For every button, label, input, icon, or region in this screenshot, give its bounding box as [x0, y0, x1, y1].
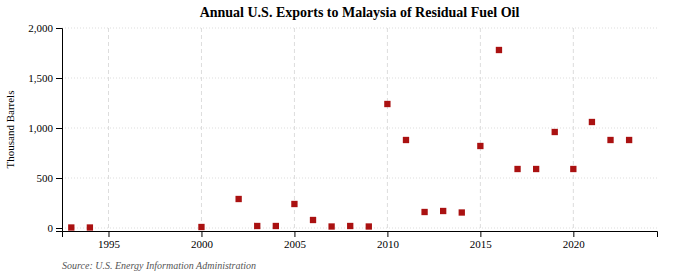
point	[328, 223, 334, 229]
point	[533, 166, 539, 172]
point	[421, 209, 427, 215]
points	[68, 47, 632, 231]
y-tick-mark	[56, 228, 62, 229]
y-axis: 0 500 1,000 1,500 2,000	[28, 22, 62, 234]
point	[87, 224, 93, 230]
x-tick: 2005	[284, 231, 307, 250]
point	[496, 47, 502, 53]
point	[68, 224, 74, 230]
x-grid-line	[108, 28, 109, 231]
x-tick-mark	[387, 231, 388, 237]
y-tick-mark	[56, 128, 62, 129]
y-tick-mark	[56, 178, 62, 179]
point	[310, 217, 316, 223]
y-tick-label: 1,000	[28, 122, 53, 134]
point	[347, 223, 353, 229]
point	[291, 201, 297, 207]
x-tick-label: 2010	[377, 238, 400, 250]
x-tick: 1995	[98, 231, 121, 250]
y-grid-line	[62, 78, 657, 79]
y-axis-line	[56, 29, 63, 232]
x-tick-label: 2005	[284, 238, 307, 250]
y-tick-label: 1,500	[28, 72, 53, 84]
point	[459, 209, 465, 215]
point	[254, 223, 260, 229]
y-tick: 0	[48, 222, 63, 234]
x-tick-label: 2015	[470, 238, 493, 250]
y-tick: 1,500	[28, 72, 62, 84]
y-tick: 2,000	[28, 22, 62, 34]
point	[514, 166, 520, 172]
y-tick-mark	[56, 28, 62, 29]
title: Annual U.S. Exports to Malaysia of Resid…	[200, 5, 520, 20]
x-tick-mark	[294, 231, 295, 237]
y-grid-line	[62, 178, 657, 179]
x-grid-line	[480, 28, 481, 231]
x-tick-label: 1995	[98, 238, 121, 250]
point	[403, 137, 409, 143]
y-grid-line	[62, 228, 657, 229]
point	[366, 223, 372, 229]
y-tick: 500	[37, 172, 63, 184]
x-tick-mark	[573, 231, 574, 237]
y-tick: 1,000	[28, 122, 62, 134]
x-tick: 2020	[563, 231, 586, 250]
x-tick-mark	[108, 231, 109, 237]
x-grid-line	[201, 28, 202, 231]
point	[607, 137, 613, 143]
point	[198, 224, 204, 230]
point	[552, 129, 558, 135]
point	[570, 166, 576, 172]
y-tick-label: 2,000	[28, 22, 53, 34]
x-tick: 2000	[191, 231, 214, 250]
point	[384, 101, 390, 107]
x-tick-mark	[201, 231, 202, 237]
y-tick-mark	[56, 78, 62, 79]
plot: 1995 2000 2005 2010 2015 2020 0 500 1,000 1,500 2,…	[28, 22, 657, 250]
x-tick: 2010	[377, 231, 400, 250]
annotation: Source: U.S. Energy Information Administ…	[62, 260, 256, 271]
x-axis-line	[63, 232, 658, 238]
point	[589, 119, 595, 125]
x-grid-line	[294, 28, 295, 231]
point	[440, 208, 446, 214]
x-tick-mark	[480, 231, 481, 237]
y-grid-line	[62, 128, 657, 129]
x-tick-label: 2020	[563, 238, 586, 250]
x-grid-line	[387, 28, 388, 231]
y-grid-line	[62, 28, 657, 29]
point	[273, 223, 279, 229]
grid	[62, 28, 657, 231]
point	[477, 143, 483, 149]
chart: 1995 2000 2005 2010 2015 2020 0 500 1,000 1,500 2,…	[0, 0, 675, 275]
x-tick-label: 2000	[191, 238, 214, 250]
x-grid-line	[573, 28, 574, 231]
x-axis: 1995 2000 2005 2010 2015 2020	[63, 231, 658, 250]
point	[626, 137, 632, 143]
y-axis-title: Thousand Barrels	[4, 91, 16, 169]
x-tick: 2015	[470, 231, 493, 250]
y-tick-label: 0	[48, 222, 54, 234]
point	[235, 196, 241, 202]
y-tick-label: 500	[37, 172, 54, 184]
